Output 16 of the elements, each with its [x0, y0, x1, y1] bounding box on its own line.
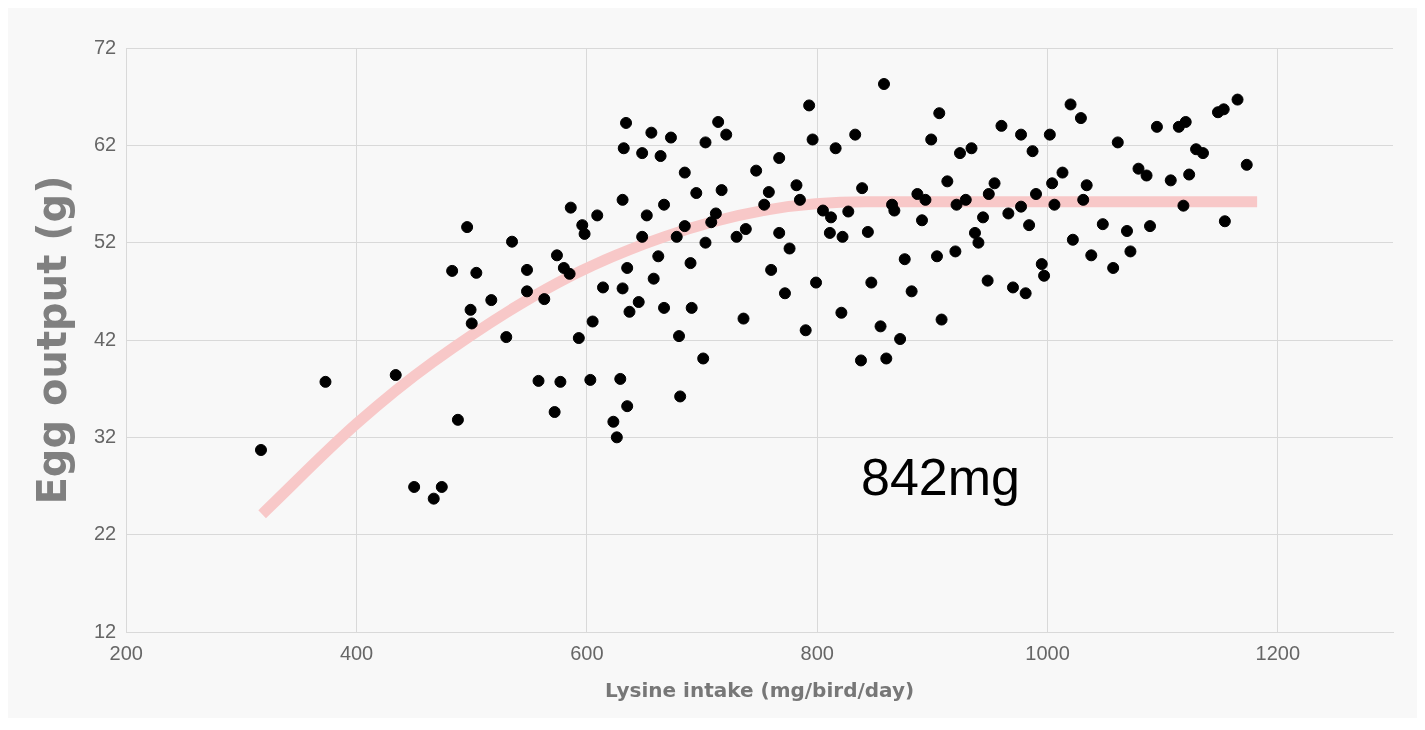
- y-tick-label: 62: [94, 132, 117, 155]
- x-axis-title: Lysine intake (mg/bird/day): [605, 678, 915, 703]
- y-tick-label: 52: [94, 230, 117, 253]
- x-tick-label: 1000: [1025, 641, 1070, 664]
- y-tick-label: 12: [94, 619, 117, 642]
- x-tick-label: 200: [109, 641, 143, 664]
- y-tick-label: 32: [94, 424, 117, 447]
- y-tick-label: 72: [94, 35, 117, 58]
- y-axis-title: Egg output (g): [29, 175, 76, 505]
- x-tick-label: 800: [800, 641, 834, 664]
- y-tick-label: 42: [94, 327, 117, 350]
- annotation: 842mg: [860, 447, 1020, 506]
- x-tick-label: 600: [570, 641, 604, 664]
- x-tick-label: 1200: [1255, 641, 1301, 664]
- y-tick-label: 22: [94, 522, 117, 545]
- x-tick-label: 400: [339, 641, 374, 664]
